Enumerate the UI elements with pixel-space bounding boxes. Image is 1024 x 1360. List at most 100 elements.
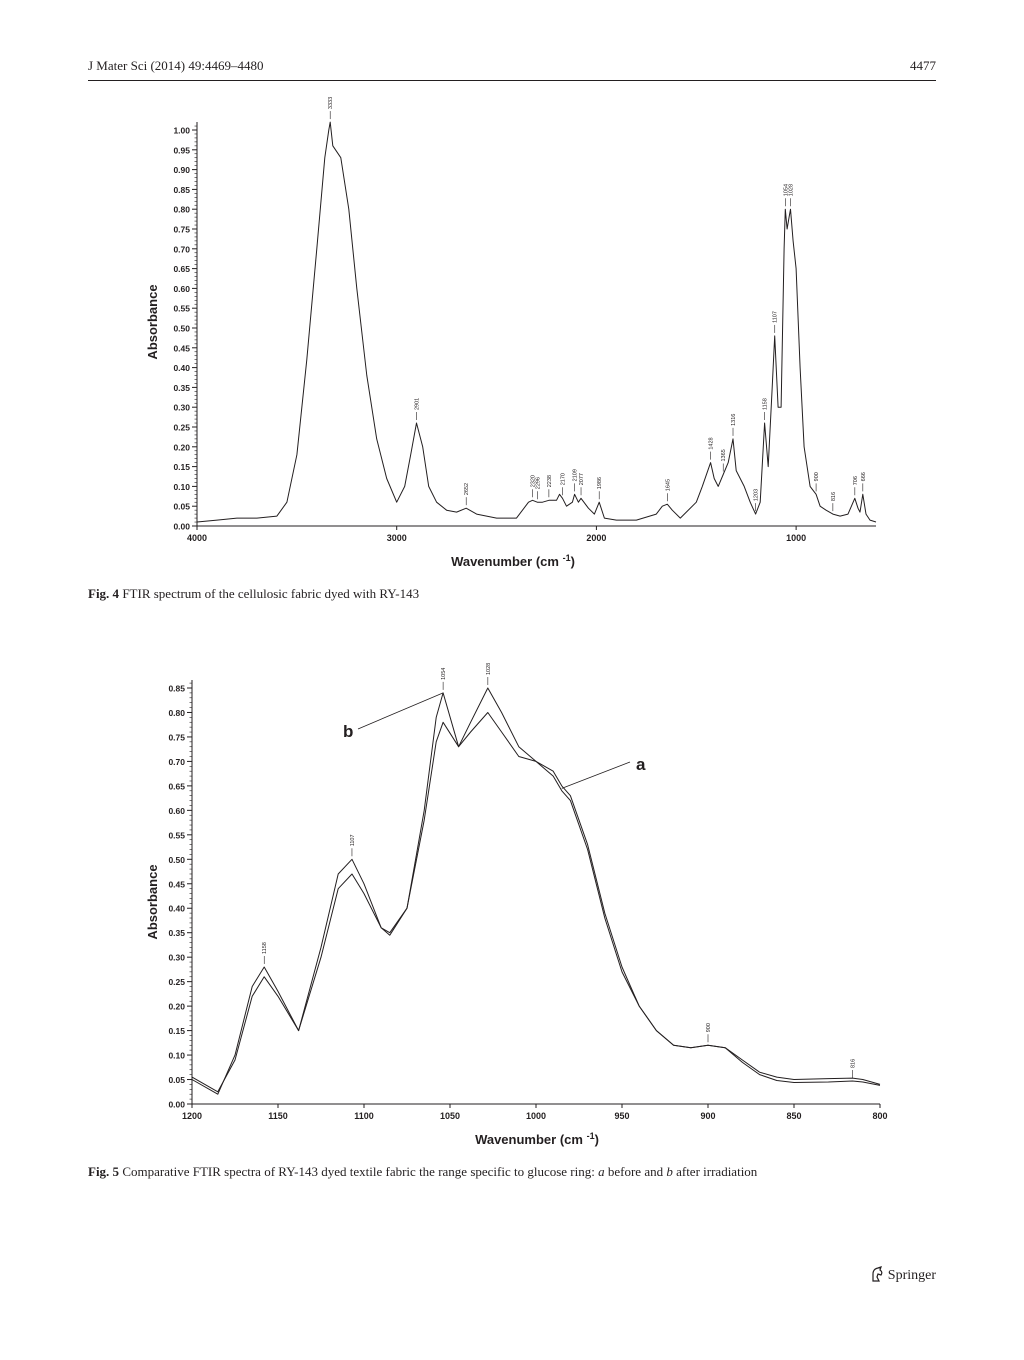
y-tick-label: 0.00 <box>168 1100 185 1110</box>
x-tick-label: 800 <box>872 1111 887 1121</box>
y-tick-label: 0.60 <box>173 284 190 294</box>
fig5-caption-mid: before and <box>604 1164 667 1179</box>
peak-label: 816 <box>831 492 837 501</box>
y-tick-label: 0.05 <box>168 1075 185 1085</box>
fig5-caption-label: Fig. 5 <box>88 1164 120 1179</box>
peak-label: 1645 <box>665 479 671 491</box>
annotation-a-label: a <box>636 755 646 774</box>
running-header: J Mater Sci (2014) 49:4469–4480 4477 <box>88 56 936 81</box>
fig5-x-ticks: 1200 1150 1100 1050 1000 950 900 850 800 <box>182 1104 888 1121</box>
y-tick-label: 0.55 <box>168 830 185 840</box>
peak-label: 816 <box>850 1059 856 1068</box>
y-tick-label: 0.85 <box>173 185 190 195</box>
y-tick-label: 0.80 <box>173 205 190 215</box>
peak-label: 1203 <box>754 489 760 501</box>
fig4-y-ticks: 0.00 0.05 0.10 0.15 0.20 0.25 0.30 0.35 0.40 0.45… <box>173 126 197 532</box>
peak-label: 1107 <box>350 834 356 846</box>
peak-label: 666 <box>861 472 867 481</box>
superscript-minus-one: -1 <box>563 553 571 563</box>
peak-label: 1028 <box>486 663 492 675</box>
fig4-series <box>196 121 877 523</box>
peak-label: 1054 <box>441 668 447 680</box>
peak-label: 900 <box>814 472 820 481</box>
x-tick-label: 1150 <box>268 1111 288 1121</box>
y-tick-label: 0.90 <box>173 165 190 175</box>
peak-label: 3333 <box>328 97 334 109</box>
peak-label: 1107 <box>773 311 779 323</box>
figure-5-caption: Fig. 5 Comparative FTIR spectra of RY-14… <box>88 1164 757 1180</box>
y-tick-label: 0.50 <box>168 855 185 865</box>
annotation-a-leader <box>561 761 631 789</box>
y-tick-label: 0.10 <box>173 482 190 492</box>
y-tick-label: 0.30 <box>173 403 190 413</box>
y-tick-label: 0.20 <box>173 442 190 452</box>
peak-label: 2109 <box>573 469 579 481</box>
x-tick-label: 1000 <box>526 1111 546 1121</box>
x-tick-label: 1050 <box>440 1111 460 1121</box>
fig5-y-axis-label: Absorbance <box>145 864 160 939</box>
y-tick-label: 0.35 <box>168 928 185 938</box>
figure-4-chart: 0.00 0.05 0.10 0.15 0.20 0.25 0.30 0.35 0.40 0.45… <box>145 97 877 569</box>
y-tick-label: 0.65 <box>173 264 190 274</box>
x-tick-label: 1000 <box>786 533 806 543</box>
fig5-series <box>191 687 881 1095</box>
y-tick-label: 0.35 <box>173 383 190 393</box>
peak-label: 1158 <box>262 942 268 954</box>
spectrum-line-b <box>191 687 881 1095</box>
y-tick-label: 0.15 <box>168 1026 185 1036</box>
peak-label: 1316 <box>731 414 737 426</box>
fig4-caption-label: Fig. 4 <box>88 586 120 601</box>
peak-label: 2652 <box>464 483 470 495</box>
peak-label: 1028 <box>789 184 795 196</box>
fig5-caption-pre: Comparative FTIR spectra of RY-143 dyed … <box>122 1164 599 1179</box>
y-tick-label: 0.75 <box>168 732 185 742</box>
y-tick-label: 0.70 <box>168 757 185 767</box>
y-tick-label: 1.00 <box>173 126 190 136</box>
peak-label: 706 <box>853 476 859 485</box>
closing-paren: ) <box>571 554 575 569</box>
fig5-peak-labels: 1158 1107 1054 1028 900 816 <box>262 663 856 1078</box>
annotation-b-label: b <box>343 722 353 741</box>
peak-label: 900 <box>706 1023 712 1032</box>
publisher-footer: Springer <box>870 1266 936 1287</box>
x-tick-label: 3000 <box>387 533 407 543</box>
closing-paren: ) <box>595 1132 599 1147</box>
x-tick-label: 4000 <box>187 533 207 543</box>
y-tick-label: 0.60 <box>168 806 185 816</box>
x-tick-label: 1200 <box>182 1111 202 1121</box>
fig4-x-ticks: 4000 3000 2000 1000 <box>187 526 806 543</box>
peak-label: 1365 <box>721 449 727 461</box>
publisher-name: Springer <box>887 1268 936 1283</box>
y-tick-label: 0.00 <box>173 522 190 532</box>
fig5-y-ticks: 0.00 0.05 0.10 0.15 0.20 0.25 0.30 0.35 0.40 0.45… <box>168 682 192 1110</box>
fig4-x-axis-label: Wavenumber (cm -1) <box>451 553 575 569</box>
peak-label: 2901 <box>414 398 420 410</box>
y-tick-label: 0.10 <box>168 1051 185 1061</box>
peak-label: 2077 <box>579 473 585 485</box>
annotation-b-leader <box>357 692 444 730</box>
page-number: 4477 <box>910 58 936 73</box>
spectrum-line <box>196 121 877 523</box>
springer-horse-icon <box>870 1266 884 1287</box>
fig5-series-annotations: ba <box>343 692 646 789</box>
y-tick-label: 0.25 <box>173 423 190 433</box>
y-tick-label: 0.40 <box>173 363 190 373</box>
peak-label: 1054 <box>783 184 789 196</box>
y-tick-label: 0.55 <box>173 304 190 314</box>
y-tick-label: 0.70 <box>173 244 190 254</box>
spectrum-line-a <box>191 712 881 1093</box>
y-tick-label: 0.45 <box>168 879 185 889</box>
fig4-x-axis-label-text: Wavenumber (cm <box>451 554 559 569</box>
x-tick-label: 2000 <box>586 533 606 543</box>
y-tick-label: 0.75 <box>173 225 190 235</box>
y-tick-label: 0.20 <box>168 1002 185 1012</box>
peak-label: 1428 <box>709 437 715 449</box>
fig5-caption-post: after irradiation <box>672 1164 758 1179</box>
peak-label: 2296 <box>535 477 541 489</box>
y-tick-label: 0.40 <box>168 904 185 914</box>
y-tick-label: 0.15 <box>173 462 190 472</box>
peak-label: 2320 <box>531 475 537 487</box>
figure-4-caption: Fig. 4 FTIR spectrum of the cellulosic f… <box>88 586 419 602</box>
y-tick-label: 0.45 <box>173 343 190 353</box>
